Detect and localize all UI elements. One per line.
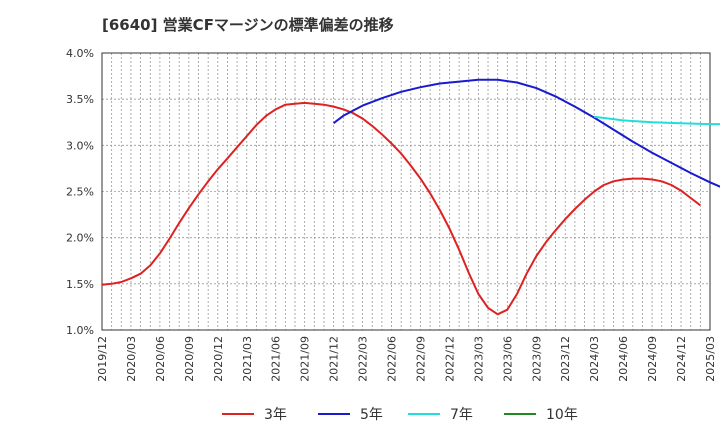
x-tick-label: 2021/06 — [270, 336, 283, 382]
legend-label: 3年 — [264, 407, 287, 423]
x-tick-label: 2022/03 — [357, 336, 370, 382]
x-tick-label: 2024/12 — [675, 336, 688, 382]
legend-label: 5年 — [360, 407, 383, 423]
x-tick-label: 2025/03 — [704, 336, 717, 382]
y-tick-label: 3.0% — [66, 139, 94, 152]
x-tick-label: 2024/03 — [588, 336, 601, 382]
x-tick-label: 2019/12 — [96, 336, 109, 382]
x-tick-label: 2022/06 — [386, 336, 399, 382]
x-tick-label: 2024/06 — [617, 336, 630, 382]
x-tick-label: 2021/09 — [299, 336, 312, 382]
y-tick-label: 1.5% — [66, 278, 94, 291]
y-tick-label: 3.5% — [66, 93, 94, 106]
legend-label: 7年 — [450, 407, 473, 423]
x-tick-label: 2023/03 — [472, 336, 485, 382]
x-tick-label: 2024/09 — [646, 336, 659, 382]
x-tick-label: 2020/06 — [154, 336, 167, 382]
x-tick-label: 2022/12 — [443, 336, 456, 382]
y-tick-label: 2.5% — [66, 186, 94, 199]
x-tick-label: 2020/03 — [125, 336, 138, 382]
y-tick-label: 4.0% — [66, 47, 94, 60]
y-axis-ticks: 1.0% 1.5% 2.0% 2.5% 3.0% 3.5% 4.0% — [66, 47, 94, 337]
x-tick-label: 2020/09 — [183, 336, 196, 382]
x-axis-ticks: 2019/12 2020/03 2020/06 2020/09 2020/12 2021/… — [96, 336, 717, 382]
x-tick-label: 2023/12 — [559, 336, 572, 382]
x-tick-label: 2020/12 — [212, 336, 225, 382]
y-tick-label: 2.0% — [66, 232, 94, 245]
x-tick-label: 2021/03 — [241, 336, 254, 382]
series-line-7年 — [594, 115, 720, 126]
grid-lines — [101, 52, 711, 331]
x-tick-label: 2023/06 — [501, 336, 514, 382]
x-tick-label: 2022/09 — [414, 336, 427, 382]
plot-frame — [101, 52, 711, 331]
series-line-5年 — [332, 78, 720, 188]
x-tick-label: 2023/09 — [530, 336, 543, 382]
chart-title: [6640] 営業CFマージンの標準偏差の推移 — [102, 16, 394, 34]
legend: 3年 5年 7年 10年 — [222, 407, 578, 423]
series-lines — [101, 78, 720, 316]
legend-label: 10年 — [546, 407, 578, 423]
y-tick-label: 1.0% — [66, 324, 94, 337]
series-line-3年 — [101, 101, 701, 316]
x-tick-label: 2021/12 — [328, 336, 341, 382]
